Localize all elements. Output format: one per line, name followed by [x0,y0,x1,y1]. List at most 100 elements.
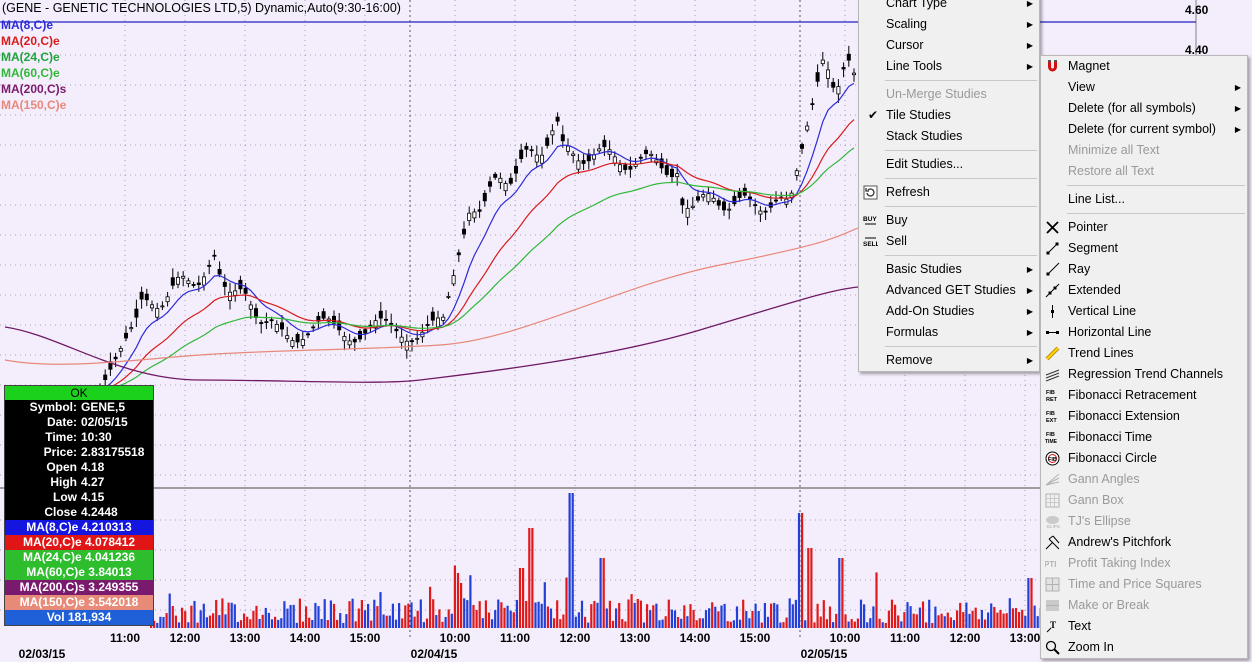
candle-body [207,264,212,267]
volume-bar [376,606,379,628]
volume-bar [748,618,751,628]
time-axis-label: 14:00 [680,631,711,645]
menu-item-chart-type[interactable]: Chart Type ▶ [859,0,1039,14]
volume-bar [320,618,323,628]
legend-item[interactable]: MA(8,C)e [1,18,54,32]
menu-item-regression-trend-channels[interactable]: Regression Trend Channels [1041,364,1247,385]
menu-item-remove[interactable]: Remove ▶ [859,350,1039,371]
volume-bar [367,603,370,628]
menu-item-view[interactable]: View ▶ [1041,77,1247,98]
menu-item-label: Restore all Text [1068,164,1154,178]
menu-item-cursor[interactable]: Cursor ▶ [859,35,1039,56]
menu-item-label: Tile Studies [886,108,951,122]
volume-bar [847,621,850,628]
checkmark-icon: ✔ [868,108,879,122]
volume-bar [956,610,959,628]
menu-item-buy[interactable]: BUY Buy [859,210,1039,231]
menu-item-label: Edit Studies... [886,157,964,171]
menu-item-add-on-studies[interactable]: Add-On Studies ▶ [859,301,1039,322]
menu-item-fibonacci-extension[interactable]: FIB EXT Fibonacci Extension [1041,406,1247,427]
menu-item-fibonacci-circle[interactable]: FIB Fibonacci Circle [1041,448,1247,469]
candle-body [305,333,310,336]
volume-bar [1027,578,1030,628]
volume-bar [270,619,274,628]
volume-bar [181,607,184,628]
menu-item-delete-for-all-symbols[interactable]: Delete (for all symbols) ▶ [1041,98,1247,119]
volume-bar [959,602,962,628]
volume-bar [714,606,717,628]
menu-item-extended[interactable]: Extended [1041,280,1247,301]
menu-item-formulas[interactable]: Formulas ▶ [859,322,1039,343]
menu-item-andrew-s-pitchfork[interactable]: Andrew's Pitchfork [1041,532,1247,553]
legend-item[interactable]: MA(20,C)e [1,34,60,48]
volume-bar [416,610,419,628]
volume-bar [549,608,553,628]
candle-body [602,139,607,148]
menu-item-magnet[interactable]: Magnet [1041,56,1247,77]
menu-item-line-tools[interactable]: Line Tools ▶ [859,56,1039,77]
menu-item-basic-studies[interactable]: Basic Studies ▶ [859,259,1039,280]
volume-bar [698,618,701,628]
legend-item[interactable]: MA(150,C)e [1,98,67,112]
volume-bar [832,622,835,628]
candle-body [446,295,451,298]
menu-item-horizontal-line[interactable]: Horizontal Line [1041,322,1247,343]
data-window-value: 4.2448 [81,505,118,519]
menu-item-fibonacci-time[interactable]: FIB TIME Fibonacci Time [1041,427,1247,448]
volume-bar [794,599,797,628]
menu-item-scaling[interactable]: Scaling ▶ [859,14,1039,35]
menu-item-segment[interactable]: Segment [1041,238,1247,259]
menu-item-trend-lines[interactable]: Trend Lines [1041,343,1247,364]
menu-separator [885,206,1037,207]
candle-body [118,347,123,352]
menu-item-sell[interactable]: SELL Sell [859,231,1039,252]
volume-bar [336,619,339,628]
menu-item-stack-studies[interactable]: Stack Studies [859,126,1039,147]
menu-item-edit-studies[interactable]: Edit Studies... [859,154,1039,175]
make-break-icon [1045,598,1060,613]
volume-bar [925,622,928,628]
volume-bar [1018,611,1021,628]
legend-item[interactable]: MA(60,C)e [1,66,60,80]
volume-bar [227,602,230,628]
volume-bar [441,621,444,628]
menu-item-advanced-get-studies[interactable]: Advanced GET Studies ▶ [859,280,1039,301]
menu-item-ray[interactable]: Ray [1041,259,1247,280]
menu-item-pointer[interactable]: Pointer [1041,217,1247,238]
menu-item-zoom-in[interactable]: Zoom In [1041,637,1247,658]
data-window-label: Open [46,460,77,474]
candle-body [279,322,284,330]
volume-bar [646,604,649,628]
candle-body [233,290,238,296]
data-window-ok[interactable]: OK [5,386,153,400]
candle-body [165,296,170,303]
candle-body [649,153,654,156]
menu-item-text[interactable]: T Text [1041,616,1247,637]
legend-item[interactable]: MA(200,C)s [1,82,67,96]
volume-bar [639,600,642,628]
candle-body [212,254,217,257]
menu-item-fibonacci-retracement[interactable]: FIB RET Fibonacci Retracement [1041,385,1247,406]
volume-bar [500,602,503,628]
volume-bar [887,610,890,628]
volume-bar [704,610,708,628]
menu-item-tile-studies[interactable]: ✔ Tile Studies [859,105,1039,126]
volume-bar [503,607,506,628]
menu-separator [1067,213,1245,214]
menu-item-line-list[interactable]: Line List... [1041,189,1247,210]
volume-bar [301,621,305,628]
menu-item-vertical-line[interactable]: Vertical Line [1041,301,1247,322]
legend-item[interactable]: MA(24,C)e [1,50,60,64]
candle-body [519,149,524,159]
menu-item-delete-for-current-symbol[interactable]: Delete (for current symbol) ▶ [1041,119,1247,140]
volume-bar [633,602,636,628]
candle-body [753,204,758,207]
volume-bar [856,618,859,628]
candle-body [555,116,560,122]
volume-bar [686,616,689,628]
menu-item-refresh[interactable]: Refresh [859,182,1039,203]
volume-bar [987,612,990,628]
volume-bar [801,513,804,628]
candle-body [675,173,680,178]
chart-context-menu: Chart Type ▶ Scaling ▶ Cursor ▶ Line Tools ▶ Un-… [858,0,1040,372]
